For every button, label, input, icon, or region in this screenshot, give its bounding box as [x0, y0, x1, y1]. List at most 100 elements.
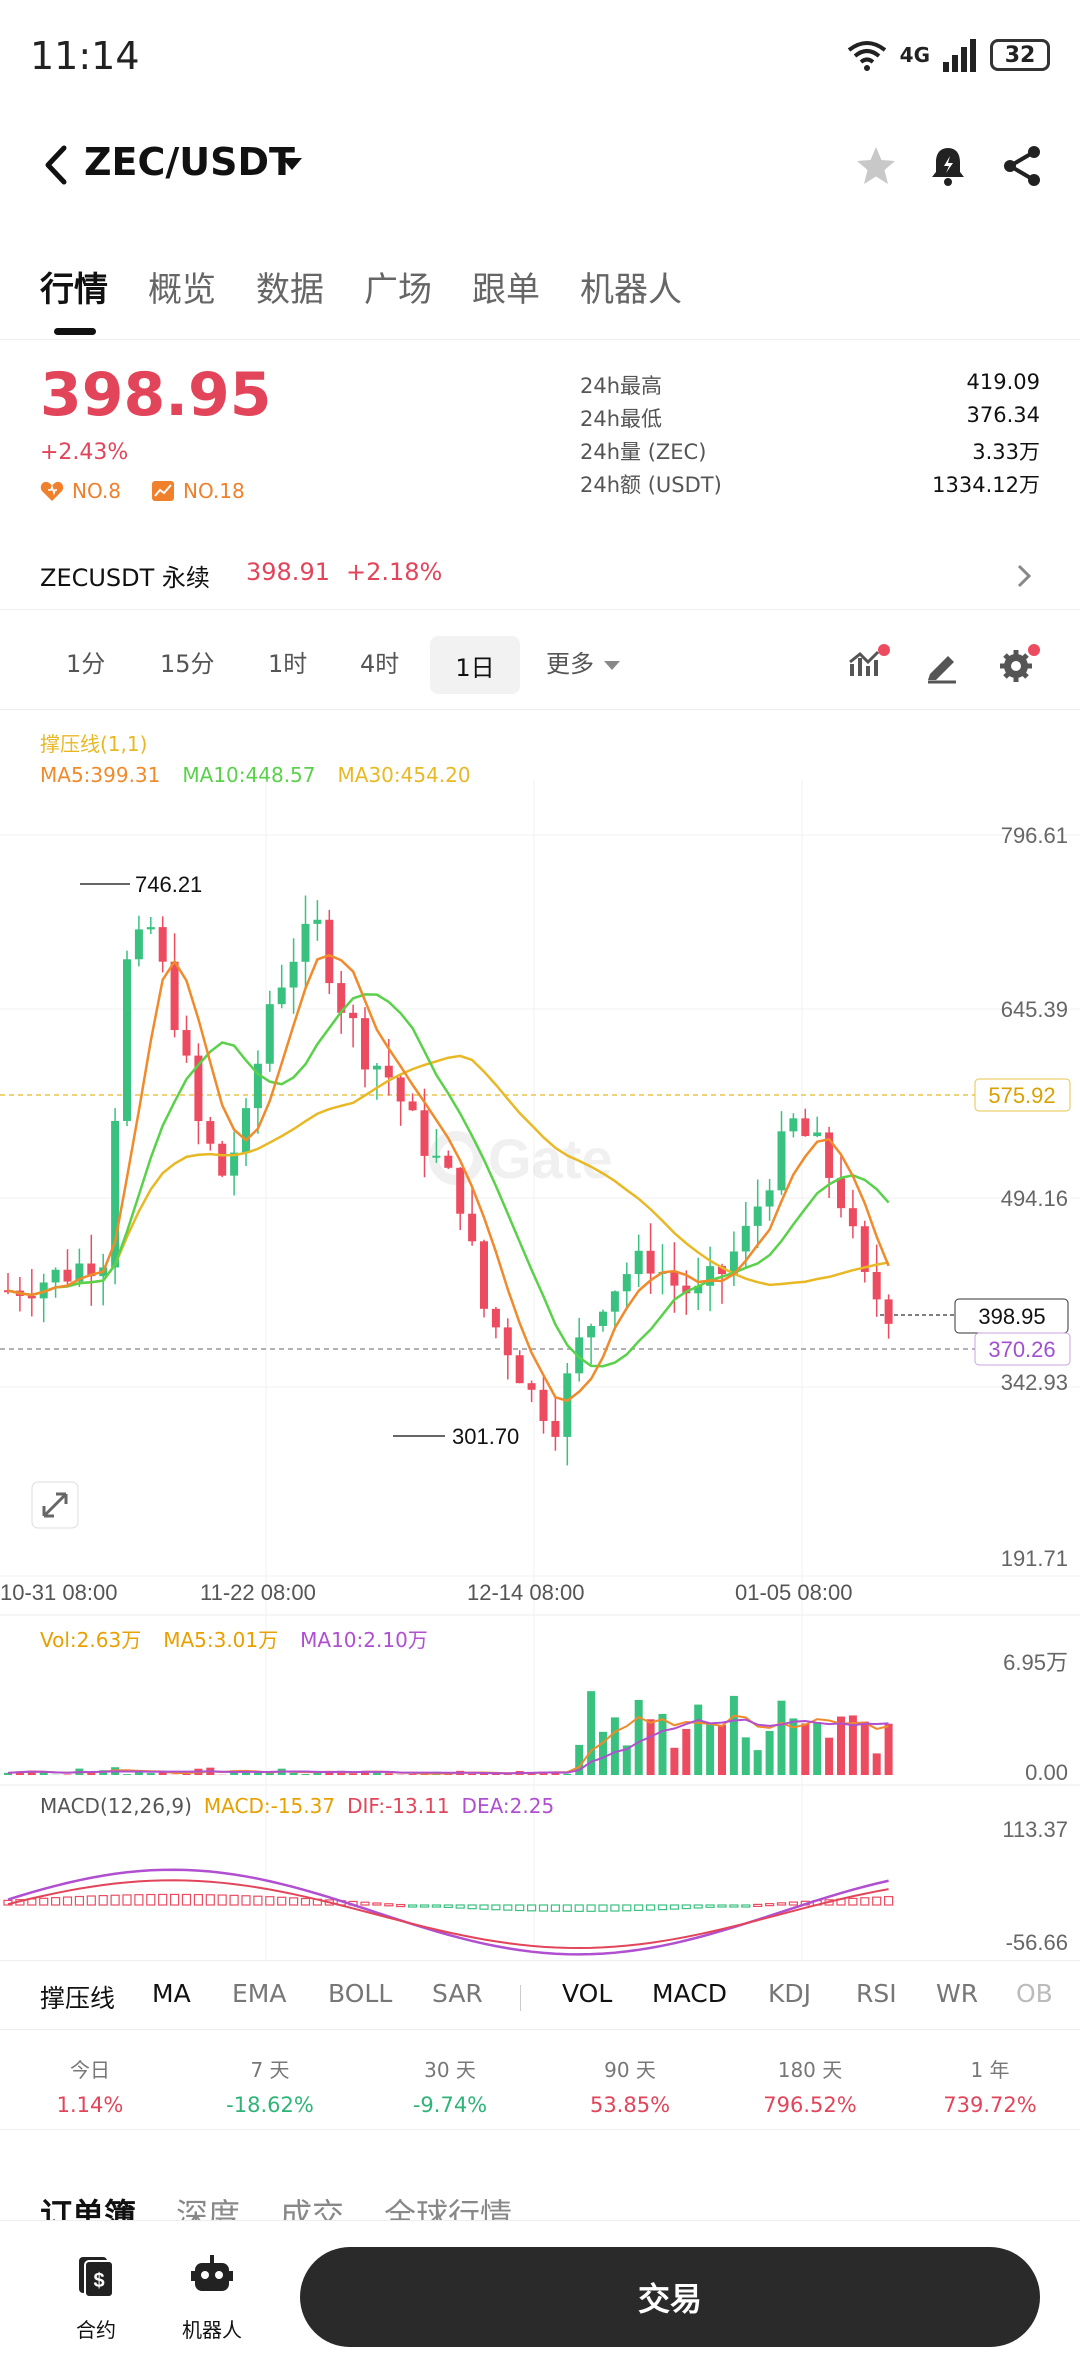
star-icon[interactable] — [852, 142, 900, 190]
volume-bar — [158, 1771, 167, 1775]
expand-icon[interactable] — [31, 1481, 79, 1529]
candle-body — [634, 1250, 643, 1275]
timeframe-1h[interactable]: 1时 — [268, 650, 308, 678]
indicator-wr[interactable]: WR — [936, 1979, 979, 2008]
indicator-boll[interactable]: BOLL — [328, 1979, 393, 2008]
tab-market[interactable]: 行情 — [40, 270, 108, 310]
candle-body — [860, 1226, 869, 1272]
macd-value: MACD:-15.37 — [203, 1794, 336, 1818]
settings-gear-icon[interactable] — [996, 642, 1040, 686]
indicator-support-resistance[interactable]: 撑压线 — [40, 1984, 116, 2013]
indicator-kdj[interactable]: KDJ — [768, 1979, 812, 2008]
indicator-obv[interactable]: OB — [1016, 1979, 1053, 2008]
robot-button[interactable]: 机器人 — [162, 2253, 262, 2343]
perf-label: 1 年 — [970, 2058, 1010, 2082]
tab-square[interactable]: 广场 — [364, 270, 432, 310]
wifi-icon — [847, 41, 886, 71]
tag-575-value: 575.92 — [988, 1083, 1055, 1108]
candle-body — [801, 1118, 810, 1137]
back-arrow-icon[interactable] — [36, 140, 76, 190]
tab-copy-trade[interactable]: 跟单 — [472, 270, 540, 310]
volume-bar — [289, 1772, 298, 1775]
tab-trades[interactable]: 成交 — [280, 2196, 345, 2224]
volume-bar — [646, 1719, 655, 1775]
stats-panel: 24h最高 419.09 24h最低 376.34 24h量 (ZEC) 3.33万 … — [580, 370, 1040, 502]
candle-body — [265, 1004, 274, 1064]
macd-bar — [443, 1904, 453, 1909]
perpetual-link[interactable]: ZECUSDT 永续 398.91 +2.18% — [0, 540, 1080, 610]
timeframe-4h[interactable]: 4时 — [360, 650, 400, 678]
contract-button[interactable]: $ 合约 — [46, 2253, 146, 2343]
rank-gain-value: NO.18 — [182, 479, 245, 503]
contract-icon: $ — [79, 2257, 114, 2298]
indicator-rsi[interactable]: RSI — [856, 1979, 897, 2008]
timeframe-more[interactable]: 更多 — [546, 644, 620, 679]
macd-bar — [74, 1895, 85, 1906]
trade-button[interactable]: 交易 — [300, 2247, 1040, 2347]
candle-body — [777, 1131, 786, 1191]
support-resistance-legend: 撑压线(1,1) — [40, 732, 148, 756]
low-annotation: 301.70 — [393, 1424, 519, 1449]
x-tick: 12-14 08:00 — [467, 1580, 584, 1605]
network-type: 4G — [899, 43, 930, 67]
rank-hot[interactable]: NO.8 — [40, 479, 121, 503]
volume-bar — [480, 1773, 488, 1775]
tab-orderbook[interactable]: 订单簿 — [40, 2196, 137, 2224]
volume-bar — [408, 1774, 417, 1775]
rank-gain[interactable]: NO.18 — [151, 479, 245, 503]
candle-body — [610, 1291, 619, 1312]
macd-legend: MACD(12,26,9) MACD:-15.37 DIF:-13.11 DEA… — [40, 1794, 554, 1818]
candle-body — [325, 919, 334, 984]
candle-body — [575, 1337, 584, 1374]
indicator-icon[interactable] — [846, 642, 890, 686]
pair-dropdown-icon[interactable] — [282, 158, 302, 170]
alert-bell-icon[interactable] — [924, 142, 972, 190]
macd-bar — [396, 1903, 406, 1908]
volume-bar — [634, 1699, 643, 1775]
volume-bar — [682, 1728, 691, 1775]
macd-bar — [110, 1894, 120, 1906]
volume-bar — [622, 1745, 631, 1775]
battery-icon: 32 — [990, 39, 1050, 71]
tab-data[interactable]: 数据 — [256, 270, 324, 310]
candle-body — [468, 1213, 477, 1242]
volume-tick: 6.95万 — [1003, 1650, 1068, 1675]
tab-global-market[interactable]: 全球行情 — [384, 2196, 513, 2224]
timeframe-15m[interactable]: 15分 — [160, 650, 215, 678]
candle-body — [670, 1271, 679, 1286]
timeframe-1d[interactable]: 1日 — [430, 636, 520, 694]
indicator-macd[interactable]: MACD — [652, 1979, 727, 2008]
x-tick: 01-05 08:00 — [735, 1580, 852, 1605]
indicator-vol[interactable]: VOL — [562, 1979, 613, 2008]
perf-label: 30 天 — [424, 2058, 476, 2082]
macd-bar — [479, 1904, 489, 1910]
candle-body — [599, 1311, 607, 1327]
indicator-sar[interactable]: SAR — [432, 1979, 483, 2008]
perf-1y: 1 年 739.72% — [910, 2054, 1070, 2117]
volume-bar — [801, 1723, 810, 1775]
macd-bar — [419, 1904, 430, 1908]
x-tick: 11-22 08:00 — [200, 1580, 316, 1605]
tab-depth[interactable]: 深度 — [176, 2196, 241, 2224]
tab-overview[interactable]: 概览 — [148, 270, 216, 310]
robot-label: 机器人 — [182, 2318, 242, 2342]
kline-chart[interactable]: Gate 746.21 301.70 796.61 645.39 494.16 … — [0, 710, 1080, 1960]
indicator-ema[interactable]: EMA — [232, 1979, 287, 2008]
robot-icon — [191, 2255, 233, 2291]
candle-body — [51, 1269, 60, 1283]
candle-body — [444, 1155, 453, 1168]
price-change: +2.43% — [40, 440, 129, 465]
indicator-ma[interactable]: MA — [152, 1979, 191, 2008]
tab-robot[interactable]: 机器人 — [580, 270, 682, 310]
macd-bar — [657, 1904, 668, 1911]
share-icon[interactable] — [998, 142, 1046, 190]
draw-pen-icon[interactable] — [920, 642, 964, 686]
volume-bar — [753, 1750, 762, 1775]
timeframe-selector: 1分 15分 1时 4时 1日 更多 — [0, 620, 1080, 710]
timeframe-1m[interactable]: 1分 — [66, 650, 106, 678]
pair-title[interactable]: ZEC/USDT — [84, 140, 295, 184]
candle-body — [825, 1132, 834, 1178]
candle-body — [170, 961, 179, 1031]
candle-body — [587, 1326, 596, 1338]
perf-180d: 180 天 796.52% — [730, 2054, 890, 2117]
